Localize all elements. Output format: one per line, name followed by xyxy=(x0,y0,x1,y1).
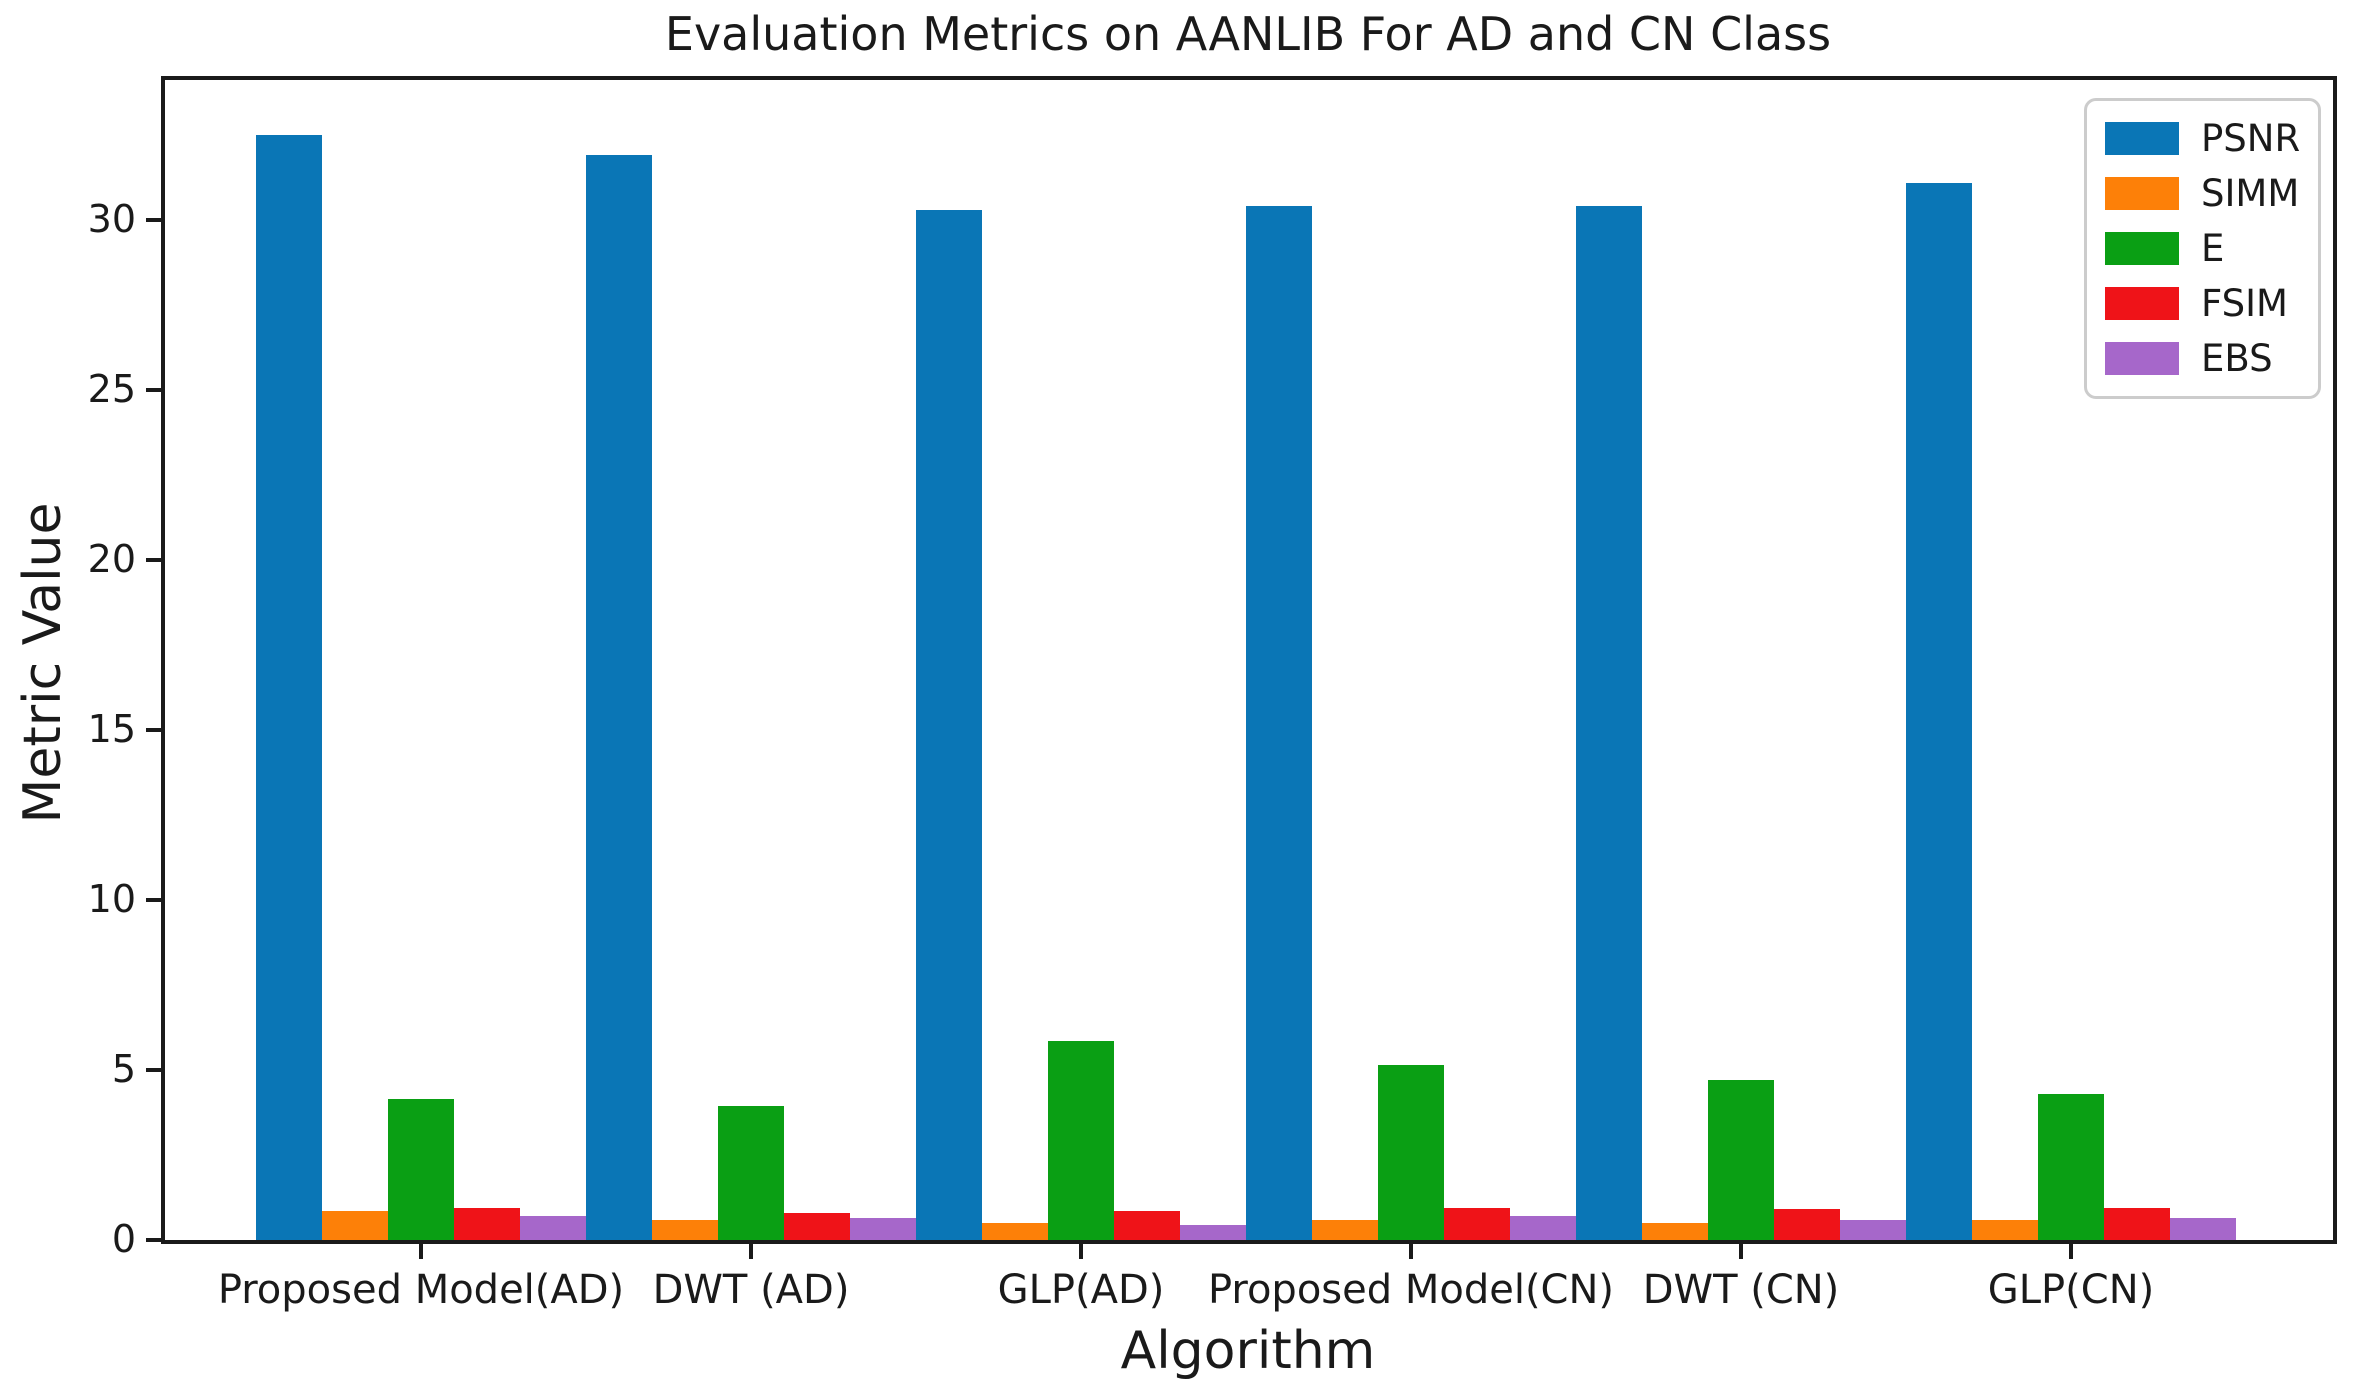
y-tick-mark-5 xyxy=(146,1068,161,1072)
x-tick-mark-5 xyxy=(1739,1244,1743,1259)
legend-item-e: E xyxy=(2105,226,2318,270)
bar-e-group1 xyxy=(388,1099,454,1240)
x-tick-mark-2 xyxy=(749,1244,753,1259)
legend-swatch-ebs xyxy=(2105,342,2179,375)
bar-fsim-group5 xyxy=(1774,1209,1840,1240)
x-tick-mark-1 xyxy=(419,1244,423,1259)
x-tick-mark-4 xyxy=(1409,1244,1413,1259)
x-tick-mark-3 xyxy=(1079,1244,1083,1259)
bar-ebs-group5 xyxy=(1840,1220,1906,1240)
y-tick-label-10: 10 xyxy=(87,877,136,921)
bar-simm-group5 xyxy=(1642,1223,1708,1240)
legend-label-ebs: EBS xyxy=(2201,336,2273,380)
legend-label-e: E xyxy=(2201,226,2225,270)
bar-ebs-group1 xyxy=(520,1216,586,1240)
bar-psnr-group1 xyxy=(256,135,322,1240)
y-tick-label-20: 20 xyxy=(87,537,136,581)
legend-swatch-psnr xyxy=(2105,122,2179,155)
bar-fsim-group6 xyxy=(2104,1208,2170,1240)
bar-e-group6 xyxy=(2038,1094,2104,1240)
bar-simm-group1 xyxy=(322,1211,388,1240)
legend-item-psnr: PSNR xyxy=(2105,116,2318,160)
y-tick-mark-0 xyxy=(146,1238,161,1242)
y-tick-mark-25 xyxy=(146,388,161,392)
bar-psnr-group6 xyxy=(1906,183,1972,1240)
chart-title: Evaluation Metrics on AANLIB For AD and … xyxy=(664,7,1832,61)
bar-psnr-group2 xyxy=(586,155,652,1240)
bar-fsim-group2 xyxy=(784,1213,850,1240)
bar-ebs-group3 xyxy=(1180,1225,1246,1240)
plot-area xyxy=(161,76,2337,1244)
legend-label-psnr: PSNR xyxy=(2201,116,2301,160)
legend: PSNR SIMM E FSIM EBS xyxy=(2084,98,2321,399)
bar-simm-group4 xyxy=(1312,1220,1378,1240)
bar-e-group2 xyxy=(718,1106,784,1240)
y-tick-label-25: 25 xyxy=(87,367,136,411)
bar-e-group4 xyxy=(1378,1065,1444,1240)
x-tick-mark-6 xyxy=(2069,1244,2073,1259)
x-tick-label-5: DWT (CN) xyxy=(1642,1267,1840,1313)
x-tick-label-6: GLP(CN) xyxy=(1987,1267,2155,1313)
bar-e-group5 xyxy=(1708,1080,1774,1240)
bar-fsim-group4 xyxy=(1444,1208,1510,1240)
x-axis-label: Algorithm xyxy=(1120,1321,1376,1381)
legend-item-simm: SIMM xyxy=(2105,171,2318,215)
y-tick-label-0: 0 xyxy=(111,1217,136,1261)
legend-label-fsim: FSIM xyxy=(2201,281,2288,325)
bar-psnr-group4 xyxy=(1246,206,1312,1240)
y-tick-mark-30 xyxy=(146,218,161,222)
legend-swatch-fsim xyxy=(2105,287,2179,320)
y-tick-label-15: 15 xyxy=(87,707,136,751)
bar-e-group3 xyxy=(1048,1041,1114,1240)
y-tick-mark-20 xyxy=(146,558,161,562)
y-tick-label-30: 30 xyxy=(87,197,136,241)
bar-simm-group2 xyxy=(652,1220,718,1240)
y-tick-mark-15 xyxy=(146,728,161,732)
legend-label-simm: SIMM xyxy=(2201,171,2300,215)
y-tick-label-5: 5 xyxy=(111,1047,136,1091)
bar-psnr-group3 xyxy=(916,210,982,1240)
bar-ebs-group4 xyxy=(1510,1216,1576,1240)
bar-fsim-group3 xyxy=(1114,1211,1180,1240)
bar-psnr-group5 xyxy=(1576,206,1642,1240)
legend-item-ebs: EBS xyxy=(2105,336,2318,380)
x-tick-label-1: Proposed Model(AD) xyxy=(217,1267,625,1313)
bar-simm-group3 xyxy=(982,1223,1048,1240)
legend-swatch-simm xyxy=(2105,177,2179,210)
bar-simm-group6 xyxy=(1972,1220,2038,1240)
y-tick-mark-10 xyxy=(146,898,161,902)
legend-swatch-e xyxy=(2105,232,2179,265)
x-tick-label-4: Proposed Model(CN) xyxy=(1207,1267,1615,1313)
bar-fsim-group1 xyxy=(454,1208,520,1240)
bar-ebs-group6 xyxy=(2170,1218,2236,1240)
legend-item-fsim: FSIM xyxy=(2105,281,2318,325)
bar-ebs-group2 xyxy=(850,1218,916,1240)
x-tick-label-3: GLP(AD) xyxy=(997,1267,1165,1313)
x-tick-label-2: DWT (AD) xyxy=(652,1267,850,1313)
